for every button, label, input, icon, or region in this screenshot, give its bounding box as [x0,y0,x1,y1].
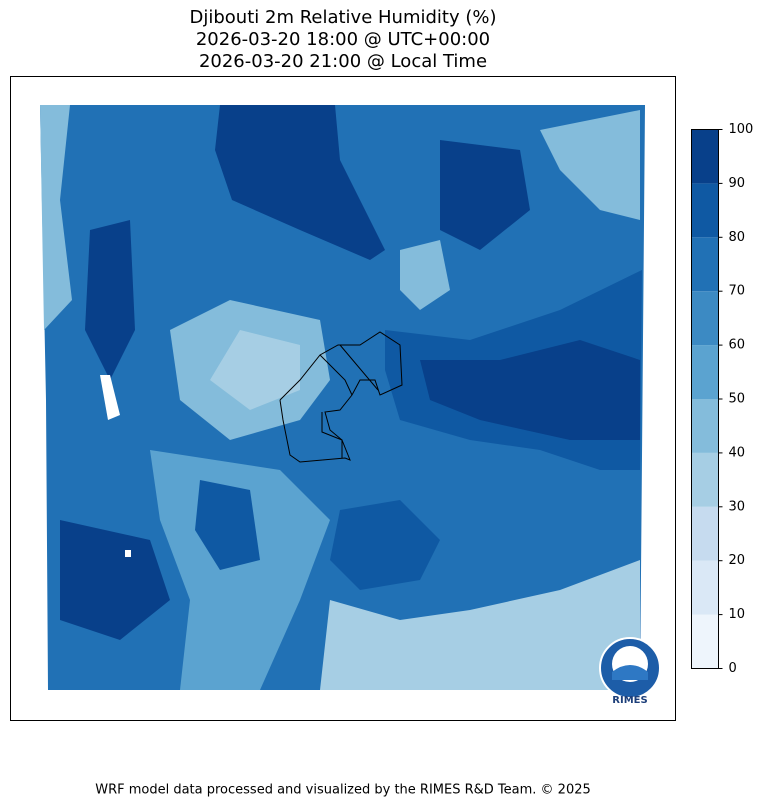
humidity-map [40,105,645,690]
title-line: 2026-03-20 18:00 @ UTC+00:00 [196,29,490,50]
colorbar-tick-label: 90 [729,176,746,191]
footer: WRF model data processed and visualized … [95,783,591,798]
colorbar-frame [691,129,719,669]
colorbar-segment [691,399,719,453]
colorbar-segment [691,237,719,292]
colorbar-segment [691,345,719,399]
colorbar-segment [691,614,719,669]
colorbar-tick-label: 10 [729,607,746,622]
title-line: 2026-03-20 21:00 @ Local Time [199,51,487,72]
colorbar-tick-label: 80 [729,230,746,245]
colorbar-tick-label: 50 [729,392,746,407]
colorbar-tick-label: 40 [729,445,746,460]
logo-text: RIMES [612,695,647,706]
colorbar-segment [691,183,719,238]
logo: RIMES [599,637,661,706]
colorbar-segment [691,129,719,184]
colorbar-tick-label: 70 [729,284,746,299]
colorbar: 0 10 20 30 40 50 60 70 80 90 100 [691,122,754,676]
colorbar-segment [691,560,719,615]
colorbar-segment [691,452,719,507]
colorbar-segment [691,291,719,346]
colorbar-tick-label: 100 [729,122,754,137]
colorbar-tick-label: 20 [729,553,746,568]
colorbar-tick-label: 30 [729,499,746,514]
colorbar-tick-label: 60 [729,338,746,353]
colorbar-tick-label: 0 [729,661,737,676]
title-line: Djibouti 2m Relative Humidity (%) [190,7,497,28]
colorbar-segment [691,506,719,561]
